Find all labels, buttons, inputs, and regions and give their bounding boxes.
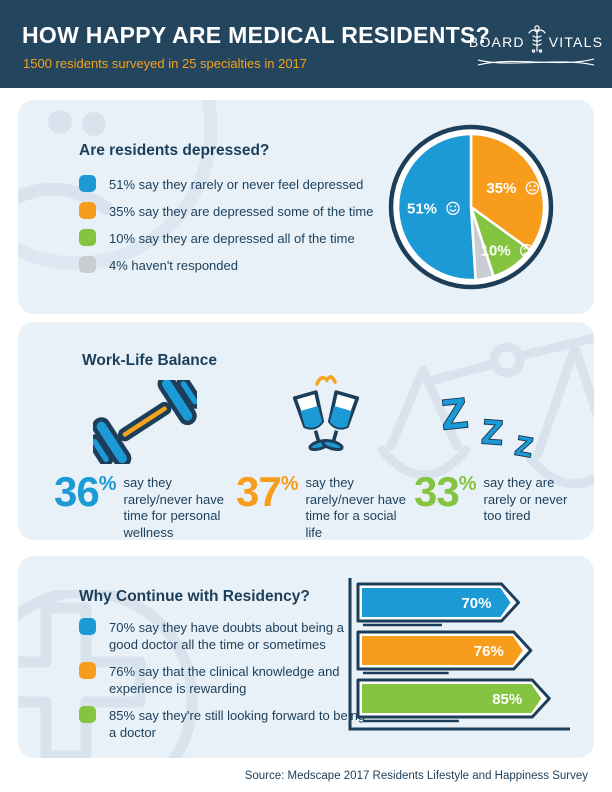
legend-label: 4% haven't responded [109, 257, 238, 273]
header-bar: HOW HAPPY ARE MEDICAL RESIDENTS? 1500 re… [0, 0, 612, 88]
page-title: HOW HAPPY ARE MEDICAL RESIDENTS? [22, 22, 490, 48]
residency-bar-chart: 70% 76% 85% [338, 572, 588, 750]
legend-swatch-orange [79, 202, 96, 219]
legend-label: 85% say they're still looking forward to… [109, 708, 366, 740]
source-attribution: Source: Medscape 2017 Residents Lifestyl… [244, 770, 588, 782]
stat-suffix: % [280, 473, 299, 495]
section-are-residents-depressed: Are residents depressed? 51% say they ra… [18, 100, 594, 314]
legend-swatch-green [79, 229, 96, 246]
frown-face-icon [520, 244, 534, 258]
depression-pie-chart: 35% 10% 51% [378, 114, 564, 300]
neutral-face-icon [525, 181, 540, 195]
worklife-columns: 36% say they rarely/never have time for … [54, 375, 574, 540]
legend-item: 76% say that the clinical knowledge and … [79, 662, 374, 697]
svg-text:Z: Z [439, 389, 469, 438]
section-why-continue-residency: Why Continue with Residency? 70% say the… [18, 556, 594, 758]
svg-text:Z: Z [513, 430, 534, 462]
pie-slice [469, 132, 546, 252]
page-subtitle: 1500 residents surveyed in 25 specialtie… [23, 56, 308, 71]
social-percent: 37% [236, 471, 299, 513]
bar-fill [362, 684, 542, 713]
bar-fill [362, 588, 511, 617]
legend-item: 51% say they rarely or never feel depres… [79, 170, 373, 197]
wellness-stat: 36% say they rarely/never have time for … [54, 471, 236, 540]
stat-value: 36 [54, 468, 100, 515]
worklife-item-social: 37% say they rarely/never have time for … [236, 375, 414, 540]
champagne-glasses-icon [236, 375, 414, 464]
worklife-item-wellness: 36% say they rarely/never have time for … [54, 378, 236, 540]
wellness-text: say they rarely/never have time for pers… [123, 475, 224, 540]
legend-label: 70% say they have doubts about being a g… [109, 620, 344, 652]
legend-swatch-green [79, 706, 96, 723]
smile-face-icon [446, 201, 460, 215]
stat-suffix: % [458, 473, 477, 495]
residency-legend: 70% say they have doubts about being a g… [79, 618, 374, 750]
wellness-percent: 36% [54, 471, 117, 513]
pie-slice-label: 51% [407, 200, 437, 217]
sleep-zzz-icon: Z Z Z [414, 378, 574, 464]
social-stat: 37% say they rarely/never have time for … [236, 471, 414, 540]
svg-text:Z: Z [481, 413, 504, 452]
pie-slice [396, 132, 477, 282]
caduceus-icon [527, 24, 547, 59]
worklife-heading: Work-Life Balance [82, 352, 217, 369]
bar-value-label: 76% [474, 643, 504, 660]
pie-slice-label: 10% [481, 243, 511, 260]
legend-item: 85% say they're still looking forward to… [79, 706, 374, 741]
legend-swatch-gray [79, 256, 96, 273]
legend-label: 76% say that the clinical knowledge and … [109, 664, 340, 696]
legend-item: 35% say they are depressed some of the t… [79, 197, 373, 224]
legend-item: 10% say they are depressed all of the ti… [79, 224, 373, 251]
bar-fill [362, 636, 523, 665]
legend-item: 70% say they have doubts about being a g… [79, 618, 374, 653]
bar-axis [348, 578, 570, 731]
worklife-item-tired: Z Z Z 33% say they are rarely or never t… [414, 378, 574, 540]
section-work-life-balance: Work-Life Balance [18, 322, 594, 540]
bar-value-label: 85% [492, 691, 522, 708]
stat-value: 33 [414, 468, 460, 515]
bar-value-label: 70% [461, 595, 491, 612]
stat-suffix: % [98, 473, 117, 495]
legend-label: 35% say they are depressed some of the t… [109, 203, 374, 219]
legend-label: 51% say they rarely or never feel depres… [109, 176, 364, 192]
legend-swatch-orange [79, 662, 96, 679]
logo-word-vitals: VITALS [548, 33, 604, 50]
dumbbell-icon [54, 378, 236, 464]
tired-stat: 33% say they are rarely or never too tir… [414, 471, 574, 525]
depression-legend: 51% say they rarely or never feel depres… [79, 170, 373, 278]
logo-swoosh-lines [478, 58, 594, 66]
logo-word-board: BOARD [468, 33, 525, 50]
social-text: say they rarely/never have time for a so… [305, 475, 406, 540]
depression-heading: Are residents depressed? [79, 142, 270, 159]
legend-swatch-blue [79, 618, 96, 635]
stat-value: 37 [236, 468, 282, 515]
residency-heading: Why Continue with Residency? [79, 588, 310, 605]
pie-slice-label: 35% [486, 180, 516, 197]
legend-swatch-blue [79, 175, 96, 192]
legend-item: 4% haven't responded [79, 251, 373, 278]
boardvitals-logo: BOARD [469, 24, 602, 70]
tired-text: say they are rarely or never too tired [483, 475, 568, 523]
tired-percent: 33% [414, 471, 477, 513]
legend-label: 10% say they are depressed all of the ti… [109, 230, 355, 246]
